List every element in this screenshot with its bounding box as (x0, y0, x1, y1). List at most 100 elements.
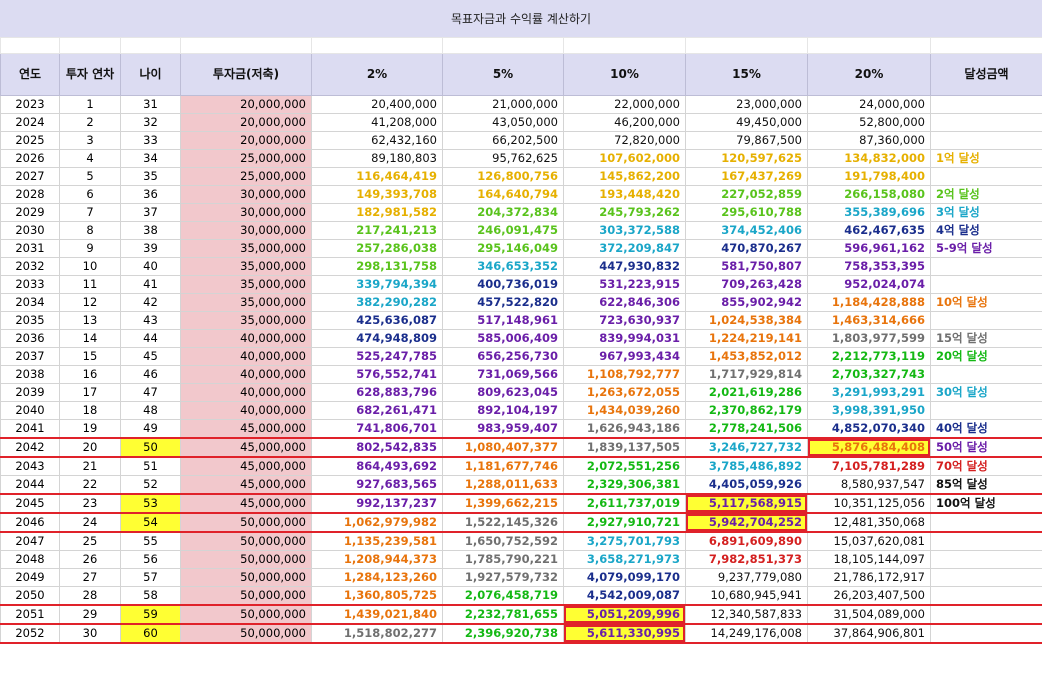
value-cell-rate-15[interactable]: 855,902,942 (685, 293, 808, 312)
empty-cell[interactable] (563, 37, 686, 54)
value-cell-rate-15[interactable]: 470,870,267 (685, 239, 808, 258)
achievement-cell[interactable]: 30억 달성 (930, 383, 1042, 402)
value-cell-rate-2[interactable]: 89,180,803 (311, 149, 443, 168)
value-cell-rate-15[interactable]: 5,117,568,915 (685, 493, 808, 514)
value-cell-rate-2[interactable]: 182,981,582 (311, 203, 443, 222)
value-cell-rate-2[interactable]: 864,493,692 (311, 456, 443, 476)
value-cell-rate-15[interactable]: 5,942,704,252 (685, 512, 808, 533)
value-cell-rate-15[interactable]: 23,000,000 (685, 95, 808, 114)
value-cell-rate-5[interactable]: 246,091,475 (442, 221, 564, 240)
value-cell-rate-10[interactable]: 967,993,434 (563, 347, 686, 366)
investment-cell[interactable]: 45,000,000 (180, 456, 312, 476)
year-index-cell[interactable]: 22 (59, 475, 121, 495)
value-cell-rate-10[interactable]: 723,630,937 (563, 311, 686, 330)
investment-cell[interactable]: 45,000,000 (180, 437, 312, 458)
achievement-cell[interactable]: 10억 달성 (930, 293, 1042, 312)
empty-cell[interactable] (120, 37, 181, 54)
value-cell-rate-5[interactable]: 1,181,677,746 (442, 456, 564, 476)
value-cell-rate-20[interactable]: 758,353,395 (807, 257, 931, 276)
value-cell-rate-5[interactable]: 892,104,197 (442, 401, 564, 420)
age-cell[interactable]: 58 (120, 586, 181, 606)
value-cell-rate-20[interactable]: 12,481,350,068 (807, 512, 931, 533)
value-cell-rate-10[interactable]: 839,994,031 (563, 329, 686, 348)
year-cell[interactable]: 2028 (0, 185, 60, 204)
value-cell-rate-20[interactable]: 52,800,000 (807, 113, 931, 132)
achievement-cell[interactable]: 2억 달성 (930, 185, 1042, 204)
year-index-cell[interactable]: 5 (59, 167, 121, 186)
investment-cell[interactable]: 30,000,000 (180, 185, 312, 204)
age-cell[interactable]: 48 (120, 401, 181, 420)
value-cell-rate-15[interactable]: 14,249,176,008 (685, 623, 808, 644)
investment-cell[interactable]: 30,000,000 (180, 221, 312, 240)
value-cell-rate-20[interactable]: 10,351,125,056 (807, 493, 931, 514)
value-cell-rate-20[interactable]: 1,184,428,888 (807, 293, 931, 312)
value-cell-rate-10[interactable]: 2,072,551,256 (563, 456, 686, 476)
value-cell-rate-5[interactable]: 43,050,000 (442, 113, 564, 132)
value-cell-rate-20[interactable]: 134,832,000 (807, 149, 931, 168)
value-cell-rate-15[interactable]: 79,867,500 (685, 131, 808, 150)
achievement-cell[interactable]: 4억 달성 (930, 221, 1042, 240)
achievement-cell[interactable] (930, 131, 1042, 150)
year-cell[interactable]: 2042 (0, 437, 60, 458)
year-index-cell[interactable]: 6 (59, 185, 121, 204)
investment-cell[interactable]: 40,000,000 (180, 347, 312, 366)
year-index-cell[interactable]: 29 (59, 604, 121, 625)
value-cell-rate-5[interactable]: 204,372,834 (442, 203, 564, 222)
value-cell-rate-5[interactable]: 731,069,566 (442, 365, 564, 384)
investment-cell[interactable]: 25,000,000 (180, 167, 312, 186)
year-index-cell[interactable]: 30 (59, 623, 121, 644)
year-cell[interactable]: 2041 (0, 419, 60, 439)
investment-cell[interactable]: 50,000,000 (180, 604, 312, 625)
value-cell-rate-5[interactable]: 295,146,049 (442, 239, 564, 258)
value-cell-rate-10[interactable]: 4,079,099,170 (563, 568, 686, 587)
achievement-cell[interactable] (930, 623, 1042, 644)
header-cell[interactable]: 20% (807, 53, 931, 96)
investment-cell[interactable]: 45,000,000 (180, 475, 312, 495)
investment-cell[interactable]: 50,000,000 (180, 512, 312, 533)
age-cell[interactable]: 37 (120, 203, 181, 222)
achievement-cell[interactable] (930, 512, 1042, 533)
year-index-cell[interactable]: 7 (59, 203, 121, 222)
achievement-cell[interactable]: 100억 달성 (930, 493, 1042, 514)
value-cell-rate-20[interactable]: 18,105,144,097 (807, 550, 931, 569)
value-cell-rate-5[interactable]: 1,522,145,326 (442, 512, 564, 533)
year-cell[interactable]: 2032 (0, 257, 60, 276)
year-cell[interactable]: 2026 (0, 149, 60, 168)
empty-cell[interactable] (59, 37, 121, 54)
year-cell[interactable]: 2036 (0, 329, 60, 348)
year-index-cell[interactable]: 15 (59, 347, 121, 366)
value-cell-rate-5[interactable]: 1,288,011,633 (442, 475, 564, 495)
year-index-cell[interactable]: 18 (59, 401, 121, 420)
age-cell[interactable]: 36 (120, 185, 181, 204)
achievement-cell[interactable] (930, 401, 1042, 420)
year-cell[interactable]: 2037 (0, 347, 60, 366)
value-cell-rate-15[interactable]: 581,750,807 (685, 257, 808, 276)
achievement-cell[interactable] (930, 365, 1042, 384)
value-cell-rate-15[interactable]: 9,237,779,080 (685, 568, 808, 587)
age-cell[interactable]: 41 (120, 275, 181, 294)
value-cell-rate-10[interactable]: 22,000,000 (563, 95, 686, 114)
value-cell-rate-10[interactable]: 1,108,792,777 (563, 365, 686, 384)
year-cell[interactable]: 2029 (0, 203, 60, 222)
value-cell-rate-2[interactable]: 525,247,785 (311, 347, 443, 366)
age-cell[interactable]: 57 (120, 568, 181, 587)
empty-cell[interactable] (180, 37, 312, 54)
value-cell-rate-2[interactable]: 382,290,282 (311, 293, 443, 312)
investment-cell[interactable]: 25,000,000 (180, 149, 312, 168)
year-index-cell[interactable]: 28 (59, 586, 121, 606)
achievement-cell[interactable]: 50억 달성 (930, 437, 1042, 458)
year-index-cell[interactable]: 20 (59, 437, 121, 458)
year-index-cell[interactable]: 3 (59, 131, 121, 150)
value-cell-rate-10[interactable]: 3,658,271,973 (563, 550, 686, 569)
year-cell[interactable]: 2023 (0, 95, 60, 114)
year-cell[interactable]: 2052 (0, 623, 60, 644)
value-cell-rate-20[interactable]: 37,864,906,801 (807, 623, 931, 644)
year-cell[interactable]: 2044 (0, 475, 60, 495)
achievement-cell[interactable] (930, 550, 1042, 569)
value-cell-rate-5[interactable]: 656,256,730 (442, 347, 564, 366)
value-cell-rate-15[interactable]: 7,982,851,373 (685, 550, 808, 569)
value-cell-rate-5[interactable]: 1,399,662,215 (442, 493, 564, 514)
value-cell-rate-2[interactable]: 339,794,394 (311, 275, 443, 294)
value-cell-rate-5[interactable]: 457,522,820 (442, 293, 564, 312)
value-cell-rate-20[interactable]: 8,580,937,547 (807, 475, 931, 495)
